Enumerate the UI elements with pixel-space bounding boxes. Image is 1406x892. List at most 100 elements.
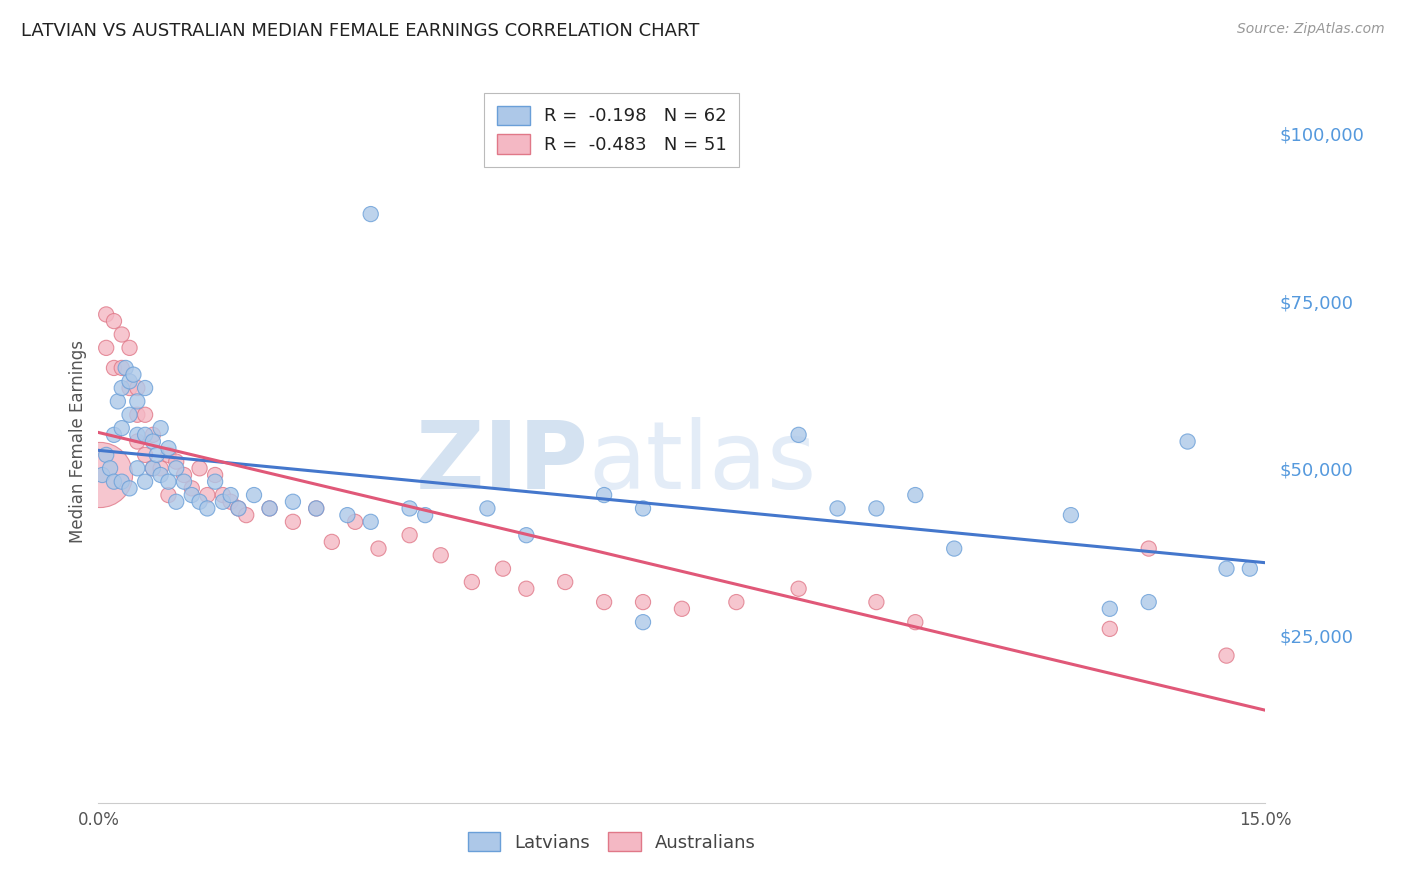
Point <box>157 475 180 489</box>
Point <box>127 461 149 475</box>
Point <box>96 448 118 462</box>
Point <box>631 501 654 516</box>
Point <box>91 467 114 482</box>
Point <box>305 501 328 516</box>
Point <box>127 381 149 395</box>
Point <box>157 441 180 455</box>
Point <box>134 381 156 395</box>
Text: LATVIAN VS AUSTRALIAN MEDIAN FEMALE EARNINGS CORRELATION CHART: LATVIAN VS AUSTRALIAN MEDIAN FEMALE EARN… <box>21 22 699 40</box>
Point <box>111 475 134 489</box>
Point <box>281 515 304 529</box>
Point <box>413 508 436 523</box>
Point <box>180 488 202 502</box>
Point <box>243 488 266 502</box>
Text: Source: ZipAtlas.com: Source: ZipAtlas.com <box>1237 22 1385 37</box>
Point <box>554 575 576 590</box>
Point <box>360 515 382 529</box>
Point <box>1177 434 1199 449</box>
Point <box>477 501 499 516</box>
Point <box>98 461 121 475</box>
Point <box>118 375 141 389</box>
Point <box>142 461 165 475</box>
Point <box>111 327 134 342</box>
Point <box>103 427 125 442</box>
Point <box>127 394 149 409</box>
Point <box>157 448 180 462</box>
Point <box>360 207 382 221</box>
Point <box>146 448 169 462</box>
Point <box>111 421 134 435</box>
Point <box>515 582 537 596</box>
Point <box>118 341 141 355</box>
Point <box>904 488 927 502</box>
Point <box>122 368 145 382</box>
Point <box>142 427 165 442</box>
Point <box>134 475 156 489</box>
Point <box>787 582 810 596</box>
Point <box>631 595 654 609</box>
Point <box>259 501 281 516</box>
Point <box>219 494 242 508</box>
Point <box>103 361 125 376</box>
Point <box>305 501 328 516</box>
Point <box>344 515 367 529</box>
Point <box>904 615 927 630</box>
Point <box>429 548 451 563</box>
Point <box>195 488 218 502</box>
Point <box>593 595 616 609</box>
Point <box>118 482 141 496</box>
Point <box>195 501 218 516</box>
Point <box>281 494 304 508</box>
Point <box>180 482 202 496</box>
Point <box>259 501 281 516</box>
Point <box>103 475 125 489</box>
Point <box>787 427 810 442</box>
Point <box>114 361 136 376</box>
Point <box>219 488 242 502</box>
Point <box>235 508 257 523</box>
Point <box>515 528 537 542</box>
Point <box>96 307 118 321</box>
Point <box>631 615 654 630</box>
Point <box>367 541 389 556</box>
Point <box>593 488 616 502</box>
Point <box>204 467 226 482</box>
Point <box>204 475 226 489</box>
Point <box>142 434 165 449</box>
Point <box>149 421 172 435</box>
Text: ZIP: ZIP <box>416 417 589 509</box>
Point <box>165 461 187 475</box>
Point <box>134 408 156 422</box>
Point <box>228 501 250 516</box>
Point <box>134 427 156 442</box>
Point <box>107 394 129 409</box>
Text: atlas: atlas <box>589 417 817 509</box>
Point <box>89 467 111 482</box>
Point <box>1239 562 1261 576</box>
Point <box>461 575 484 590</box>
Point <box>492 562 515 576</box>
Point <box>212 488 235 502</box>
Point <box>127 427 149 442</box>
Point <box>149 461 172 475</box>
Point <box>1215 648 1237 663</box>
Point <box>173 475 195 489</box>
Point <box>865 501 887 516</box>
Point <box>127 408 149 422</box>
Point <box>118 408 141 422</box>
Point <box>1098 602 1121 616</box>
Point <box>118 381 141 395</box>
Point <box>165 454 187 469</box>
Point <box>127 434 149 449</box>
Point <box>398 528 420 542</box>
Point <box>188 461 211 475</box>
Point <box>336 508 359 523</box>
Point <box>1060 508 1083 523</box>
Point <box>865 595 887 609</box>
Point <box>111 361 134 376</box>
Point <box>111 381 134 395</box>
Point <box>827 501 849 516</box>
Point <box>1137 541 1160 556</box>
Point <box>188 494 211 508</box>
Point <box>103 314 125 328</box>
